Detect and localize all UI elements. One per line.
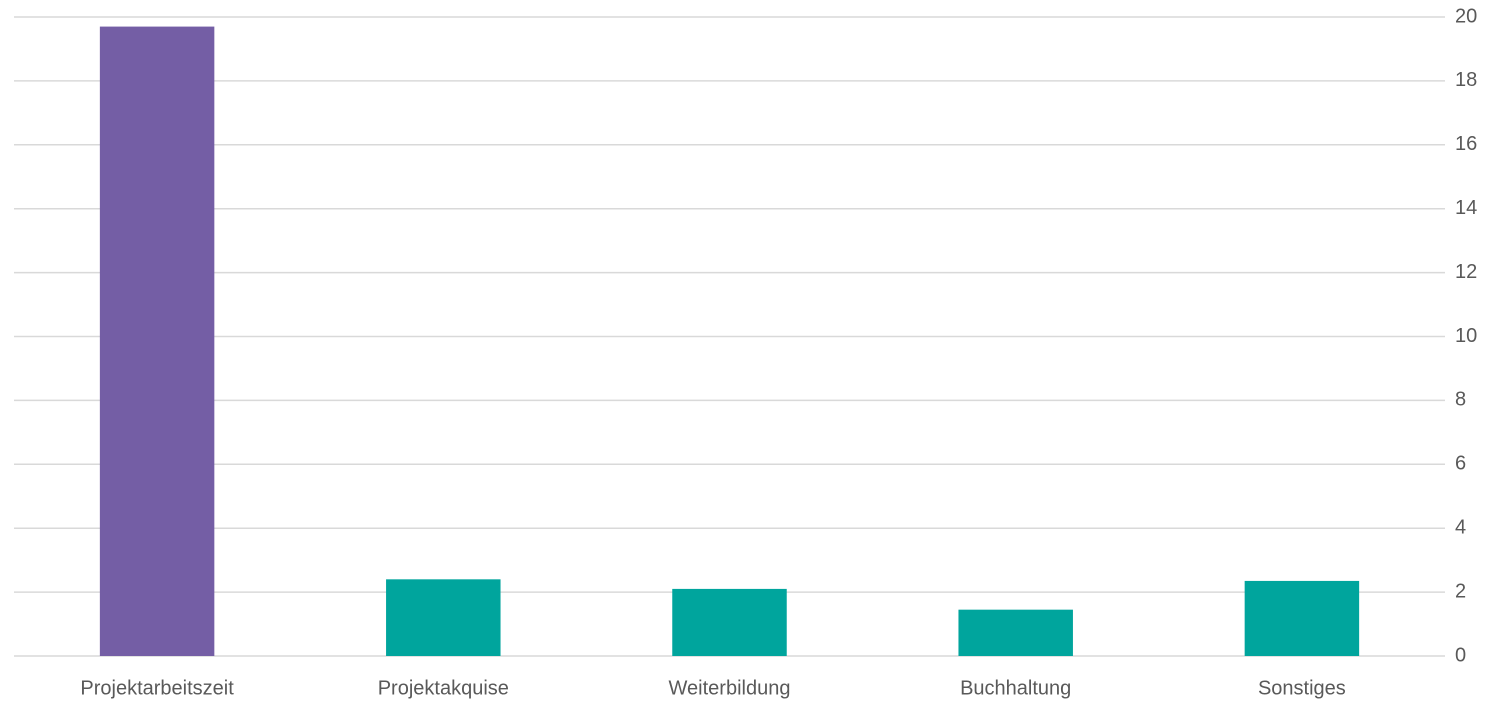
y-tick-label: 12 [1455, 261, 1477, 283]
y-tick-label: 6 [1455, 453, 1466, 475]
y-tick-label: 16 [1455, 133, 1477, 155]
x-tick-label: Projektarbeitszeit [80, 677, 234, 699]
bar [99, 26, 215, 656]
x-tick-label: Buchhaltung [960, 677, 1071, 699]
x-tick-label: Projektakquise [378, 677, 509, 699]
y-tick-label: 4 [1455, 516, 1466, 538]
y-tick-label: 10 [1455, 325, 1477, 347]
x-tick-label: Weiterbildung [669, 677, 791, 699]
x-tick-label: Sonstiges [1258, 677, 1346, 699]
y-tick-label: 0 [1455, 644, 1466, 666]
y-tick-label: 2 [1455, 580, 1466, 602]
y-tick-label: 8 [1455, 389, 1466, 411]
bar [672, 588, 787, 656]
y-tick-label: 14 [1455, 197, 1477, 219]
y-tick-label: 18 [1455, 69, 1477, 91]
bar [1244, 580, 1360, 656]
bar [958, 609, 1073, 656]
bar [386, 579, 501, 656]
y-tick-label: 20 [1455, 5, 1477, 27]
